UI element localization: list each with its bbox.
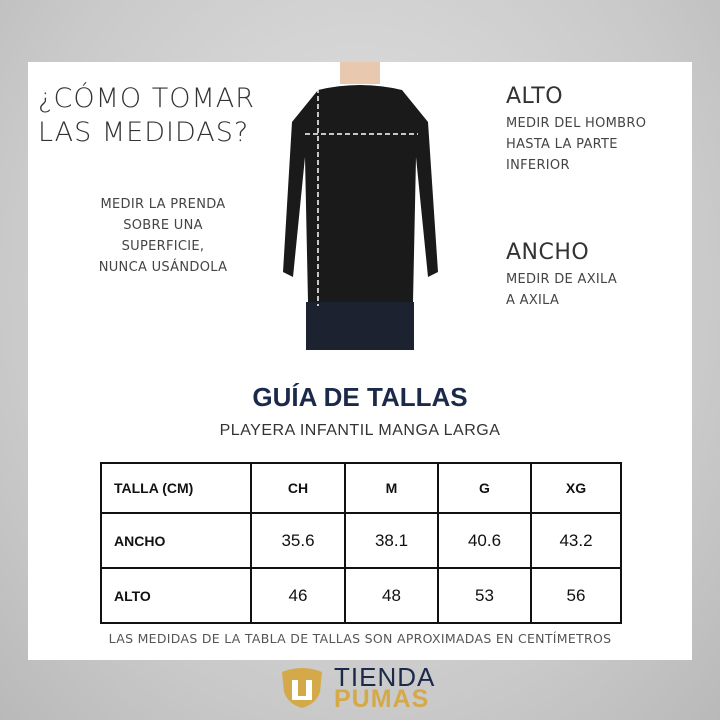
- instruction-line: SUPERFICIE,: [121, 239, 205, 254]
- size-table: TALLA (CM) CH M G XG ANCHO 35.6 38.1 40.…: [100, 462, 622, 624]
- shirt-image: [283, 62, 438, 350]
- ancho-desc: MEDIR DE AXILA: [506, 272, 618, 287]
- row-label: ALTO: [100, 567, 252, 624]
- pumas-logo-icon: [282, 668, 322, 708]
- table-row: ANCHO 35.6 38.1 40.6 43.2: [100, 512, 622, 569]
- instruction: MEDIR LA PRENDA SOBRE UNA SUPERFICIE, NU…: [68, 194, 258, 278]
- cell: 53: [437, 567, 532, 624]
- footnote: LAS MEDIDAS DE LA TABLA DE TALLAS SON AP…: [108, 631, 612, 646]
- instruction-line: MEDIR LA PRENDA: [100, 197, 226, 212]
- header-cell: M: [344, 462, 439, 514]
- header-cell: CH: [250, 462, 346, 514]
- cell: 46: [250, 567, 346, 624]
- cell: 43.2: [530, 512, 622, 569]
- cell: 48: [344, 567, 439, 624]
- heading-line: LAS MEDIDAS?: [38, 117, 250, 148]
- header-cell: G: [437, 462, 532, 514]
- ancho-section: ANCHO MEDIR DE AXILA A AXILA: [506, 240, 617, 311]
- row-label: ANCHO: [100, 512, 252, 569]
- ancho-desc: A AXILA: [506, 293, 560, 308]
- alto-title: ALTO: [506, 84, 564, 109]
- tienda-pumas-logo: TIENDA PUMAS: [278, 662, 436, 713]
- header-cell: XG: [530, 462, 622, 514]
- alto-desc: HASTA LA PARTE: [506, 137, 618, 152]
- cell: 38.1: [344, 512, 439, 569]
- cell: 56: [530, 567, 622, 624]
- alto-section: ALTO MEDIR DEL HOMBRO HASTA LA PARTE INF…: [506, 84, 646, 176]
- guide-title: GUÍA DE TALLAS: [252, 382, 468, 412]
- table-header-row: TALLA (CM) CH M G XG: [100, 462, 622, 514]
- header-cell: TALLA (CM): [100, 462, 252, 514]
- cell: 35.6: [250, 512, 346, 569]
- instruction-line: SOBRE UNA: [123, 218, 203, 233]
- logo-line2: PUMAS: [334, 685, 430, 713]
- alto-desc: MEDIR DEL HOMBRO: [506, 116, 647, 131]
- table-row: ALTO 46 48 53 56: [100, 567, 622, 624]
- heading: ¿CÓMO TOMAR LAS MEDIDAS?: [38, 82, 255, 150]
- instruction-line: NUNCA USÁNDOLA: [98, 260, 228, 275]
- ancho-title: ANCHO: [506, 240, 590, 265]
- logo-line1: TIENDA: [334, 662, 436, 692]
- guide-subtitle: PLAYERA INFANTIL MANGA LARGA: [219, 422, 501, 439]
- heading-line: ¿CÓMO TOMAR: [38, 83, 255, 114]
- cell: 40.6: [437, 512, 532, 569]
- alto-desc: INFERIOR: [506, 158, 570, 173]
- size-guide-panel: ¿CÓMO TOMAR LAS MEDIDAS? MEDIR LA PRENDA…: [28, 62, 692, 660]
